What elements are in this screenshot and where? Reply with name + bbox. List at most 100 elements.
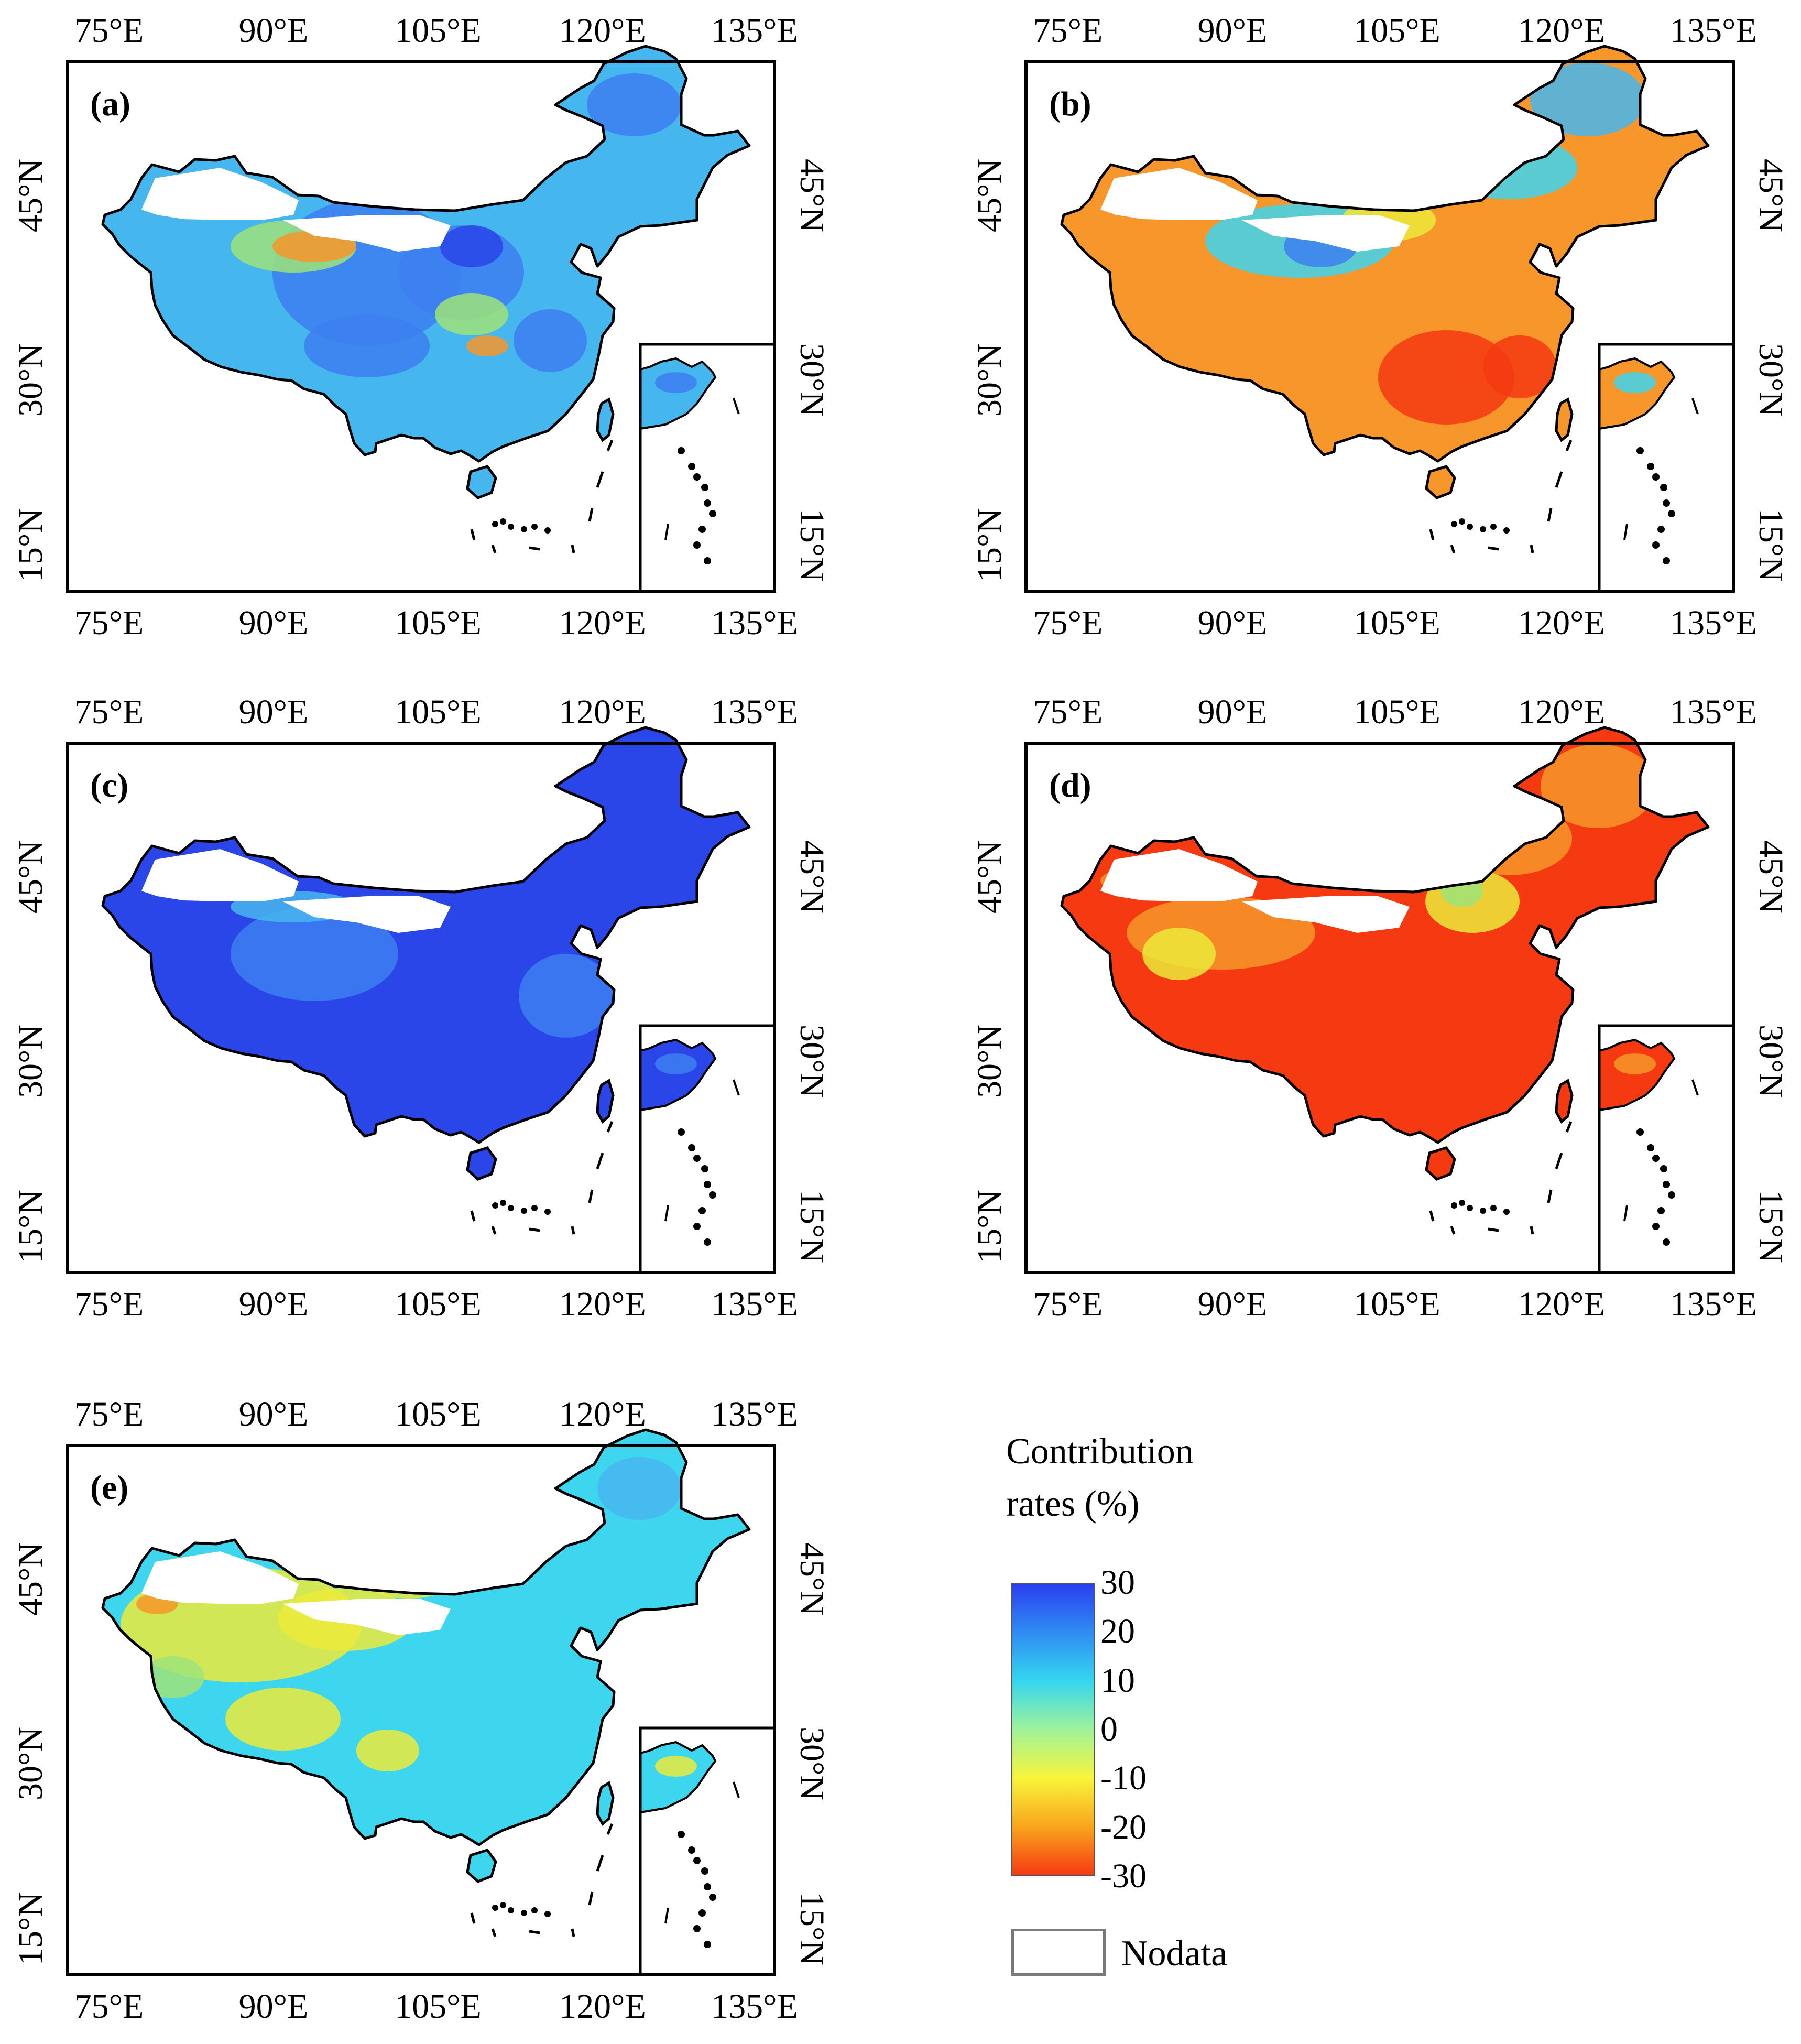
lat-tick-right: 30°N [1752,343,1790,417]
china-fill-d [1062,727,1708,1179]
legend-title-line2: rates (%) [1006,1484,1140,1524]
colorbar-tick: 0 [1100,1710,1118,1748]
map-svg-b: (b) 75°E 75°E 90°E 90°E 105°E 105°E 120°E 120°E 1… [970,12,1790,642]
lon-tick-top: 135°E [711,693,798,731]
china-fill-e [103,1430,749,1882]
map-svg-d: (d) 75°E 75°E 90°E 90°E 105°E 105°E 120°E 120°E 1… [970,693,1790,1323]
lon-tick-top: 135°E [711,1395,798,1433]
hainan-boundary [466,1146,497,1181]
lon-tick-top: 120°E [559,693,646,731]
lat-tick-right: 45°N [793,840,831,914]
map-panel-c: (c) 75°E 75°E 90°E 90°E 105°E 105°E 120°E 120°E 1… [0,681,831,1342]
panel-label: (a) [90,85,130,123]
lon-tick-top: 120°E [559,12,646,50]
inset-boundary [639,1038,717,1112]
nine-dash-line [470,1121,614,1235]
china-boundary [1060,726,1710,1144]
nodata-region [283,896,451,933]
lon-tick-bottom: 135°E [1670,1285,1757,1323]
lon-tick-bottom: 105°E [395,604,482,642]
lon-tick-bottom: 75°E [74,1285,144,1323]
lat-tick-left: 45°N [12,840,50,914]
taiwan-boundary [596,397,615,442]
nodata-region [141,168,299,220]
nine-dash-line [470,1823,614,1937]
lat-tick-right: 30°N [793,1727,831,1800]
china-fill-c [103,727,749,1179]
nodata-region [283,215,451,252]
hainan-boundary [466,1849,497,1883]
panel-label: (e) [90,1469,128,1507]
lon-tick-top: 105°E [395,693,482,731]
lon-tick-top: 120°E [559,1395,646,1433]
map-frame [66,60,776,593]
lon-tick-top: 90°E [239,12,309,50]
lon-tick-bottom: 120°E [559,604,646,642]
map-svg-c: (c) 75°E 75°E 90°E 90°E 105°E 105°E 120°E 120°E 1… [12,693,831,1323]
colorbar [1011,1583,1095,1876]
lon-tick-bottom: 120°E [1518,1285,1605,1323]
hainan-boundary [1425,1146,1456,1181]
lat-tick-right: 15°N [1752,508,1790,582]
inset-boundary [1598,1038,1676,1112]
lat-tick-left: 15°N [12,508,50,582]
inset-islands [1623,398,1699,564]
panel-label: (b) [1049,85,1091,123]
nine-dash-line [1429,1121,1573,1235]
lat-tick-left: 15°N [12,1892,50,1965]
lon-tick-bottom: 120°E [559,1285,646,1323]
inset-boundary [639,357,717,430]
lon-tick-bottom: 75°E [74,1987,144,2026]
china-boundary [1060,45,1710,463]
map-panel-d: (d) 75°E 75°E 90°E 90°E 105°E 105°E 120°E 120°E 1… [959,681,1790,1342]
lon-tick-bottom: 105°E [395,1987,482,2026]
lon-tick-bottom: 120°E [1518,604,1605,642]
lon-tick-bottom: 90°E [239,1987,309,2026]
lat-tick-right: 15°N [793,508,831,582]
lon-tick-top: 105°E [395,1395,482,1433]
south-china-sea-islands [1451,518,1510,534]
map-panel-a: (a) 75°E 75°E 90°E 90°E 105°E 105°E 120°E 120°E 1… [0,0,831,660]
inset-fill [1599,358,1674,429]
map-panel-b: (b) 75°E 75°E 90°E 90°E 105°E 105°E 120°E 120°E 1… [959,0,1790,660]
lon-tick-top: 105°E [395,12,482,50]
lon-tick-top: 135°E [1670,693,1757,731]
colorbar-tick: 10 [1100,1661,1135,1700]
lat-tick-left: 15°N [970,508,1009,582]
legend-title-2: rates (%) [1006,1478,1140,1530]
lon-tick-top: 105°E [1354,12,1440,50]
lon-tick-bottom: 75°E [1033,1285,1103,1323]
lon-tick-bottom: 135°E [711,1285,798,1323]
taiwan-boundary [1555,397,1574,442]
inset-islands [1623,1079,1699,1246]
lat-tick-left: 45°N [12,1542,50,1616]
nodata-region [141,1551,299,1604]
lon-tick-bottom: 75°E [1033,604,1103,642]
lat-tick-right: 45°N [793,1542,831,1616]
lon-tick-top: 135°E [1670,12,1757,50]
lat-tick-right: 45°N [1752,159,1790,232]
lon-tick-bottom: 105°E [395,1285,482,1323]
nine-dash-line [1429,440,1573,553]
lon-tick-top: 120°E [1518,12,1605,50]
nodata-region [1100,168,1258,220]
lon-tick-top: 135°E [711,12,798,50]
taiwan-boundary [596,1079,615,1124]
nodata-region [1100,849,1258,901]
lat-tick-left: 45°N [12,159,50,232]
lon-tick-bottom: 135°E [711,604,798,642]
lon-tick-top: 90°E [239,693,309,731]
colorbar-tick: -10 [1100,1759,1147,1798]
lon-tick-top: 75°E [1033,693,1103,731]
legend-title-line1: Contribution [1006,1431,1194,1472]
lon-tick-bottom: 90°E [239,1285,309,1323]
lon-tick-top: 75°E [74,1395,144,1433]
lon-tick-bottom: 120°E [559,1987,646,2026]
lat-tick-left: 15°N [12,1190,50,1263]
lat-tick-right: 30°N [793,343,831,417]
lon-tick-top: 75°E [74,693,144,731]
inset-fill [1599,1040,1674,1110]
legend: Contribution rates (%) 30 20 10 0 -10 -20 -30 … [1006,1426,1320,2002]
lon-tick-bottom: 135°E [711,1987,798,2026]
hainan-boundary [466,465,497,499]
